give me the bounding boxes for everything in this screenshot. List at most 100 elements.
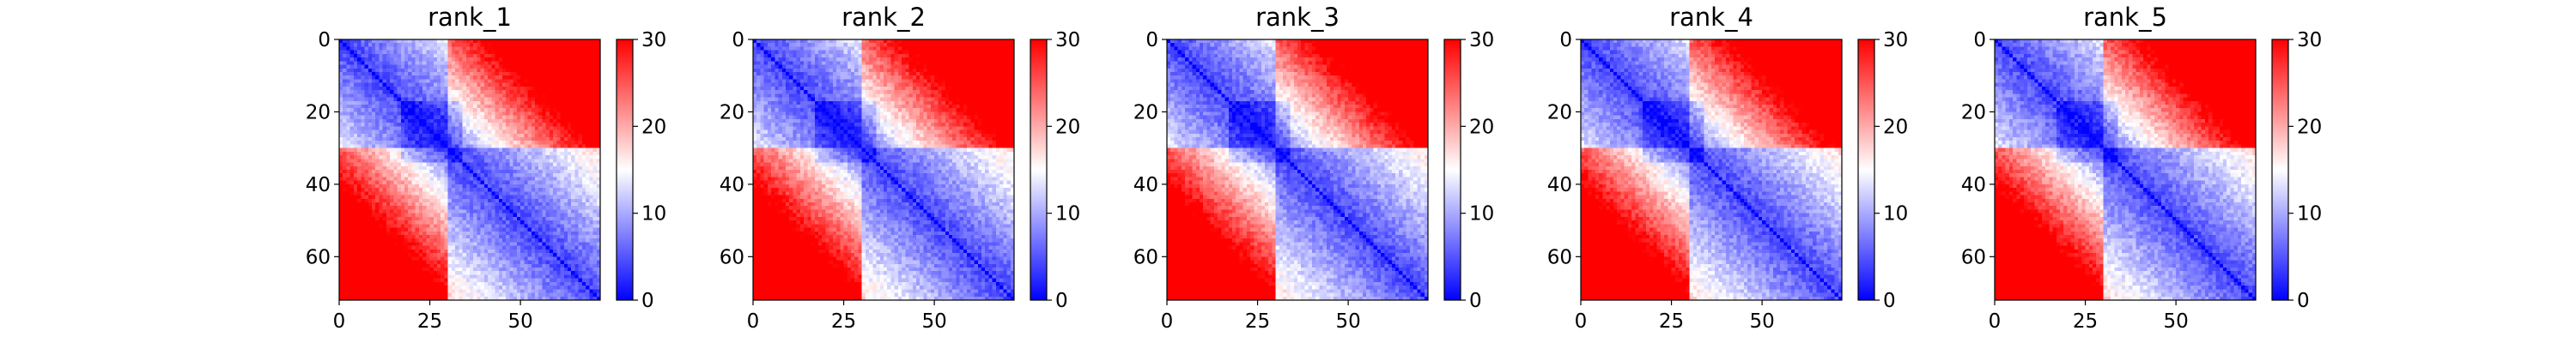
heatmap-cell — [542, 105, 546, 109]
heatmap-cell — [434, 46, 438, 51]
heatmap-cell — [517, 202, 521, 207]
heatmap-cell — [368, 202, 373, 207]
heatmap-cell — [517, 274, 521, 279]
heatmap-cell — [561, 250, 565, 254]
heatmap-cell — [484, 159, 489, 163]
heatmap-cell — [452, 119, 456, 123]
heatmap-cell — [426, 264, 430, 268]
heatmap-cell — [582, 90, 586, 94]
heatmap-cell — [513, 232, 518, 236]
heatmap-cell — [579, 90, 583, 94]
heatmap-cell — [350, 256, 355, 261]
heatmap-cell — [379, 119, 383, 123]
heatmap-cell — [481, 87, 485, 91]
heatmap-cell — [513, 184, 518, 189]
heatmap-cell — [574, 261, 579, 265]
heatmap-cell — [419, 191, 423, 196]
heatmap-cell — [513, 224, 518, 228]
heatmap-cell — [437, 274, 441, 279]
heatmap-cell — [593, 188, 598, 192]
heatmap-cell — [488, 93, 492, 98]
heatmap-cell — [393, 224, 398, 228]
heatmap-cell — [532, 232, 536, 236]
heatmap-cell — [546, 163, 550, 167]
heatmap-cell — [346, 170, 350, 174]
heatmap-cell — [542, 152, 546, 156]
heatmap-cell — [375, 250, 380, 254]
heatmap-cell — [350, 54, 355, 58]
heatmap-cell — [422, 191, 427, 196]
heatmap-cell — [582, 65, 586, 69]
heatmap-cell — [350, 46, 355, 51]
heatmap-cell — [553, 57, 557, 62]
heatmap-cell — [463, 148, 467, 153]
heatmap-cell — [488, 159, 492, 163]
heatmap-cell — [379, 177, 383, 181]
heatmap-cell — [419, 279, 423, 283]
heatmap-cell — [463, 101, 467, 105]
heatmap-cell — [357, 289, 361, 293]
heatmap-cell — [502, 159, 507, 163]
heatmap-cell — [411, 177, 416, 181]
heatmap-cell — [517, 90, 521, 94]
heatmap-cell — [419, 268, 423, 272]
heatmap-cell — [586, 264, 590, 268]
heatmap-cell — [520, 202, 525, 207]
heatmap-cell — [463, 224, 467, 228]
heatmap-cell — [532, 286, 536, 290]
heatmap-cell — [546, 261, 550, 265]
heatmap-cell — [491, 264, 495, 268]
heatmap-cell — [404, 177, 409, 181]
heatmap-cell — [556, 141, 561, 145]
heatmap-cell — [437, 191, 441, 196]
heatmap-cell — [386, 141, 391, 145]
heatmap-cell — [574, 46, 579, 51]
heatmap-cell — [346, 155, 350, 159]
heatmap-cell — [579, 93, 583, 98]
heatmap-cell — [459, 134, 463, 138]
heatmap-cell — [499, 217, 503, 221]
heatmap-cell — [520, 188, 525, 192]
heatmap-cell — [593, 191, 598, 196]
heatmap-cell — [426, 202, 430, 207]
heatmap-cell — [419, 173, 423, 178]
heatmap-cell — [520, 126, 525, 130]
heatmap-cell — [509, 54, 513, 58]
heatmap-cell — [499, 286, 503, 290]
heatmap-cell — [484, 217, 489, 221]
heatmap-cell — [372, 220, 376, 225]
heatmap-cell — [582, 271, 586, 275]
heatmap-cell — [350, 152, 355, 156]
heatmap-cell — [452, 246, 456, 250]
heatmap-cell — [488, 72, 492, 76]
heatmap-cell — [379, 202, 383, 207]
heatmap-cell — [354, 123, 358, 127]
heatmap-cell — [393, 173, 398, 178]
heatmap-cell — [542, 264, 546, 268]
heatmap-cell — [379, 123, 383, 127]
heatmap-cell — [416, 144, 420, 148]
heatmap-cell — [553, 220, 557, 225]
heatmap-cell — [488, 61, 492, 65]
heatmap-cell — [448, 54, 453, 58]
heatmap-cell — [589, 126, 593, 130]
heatmap-cell — [422, 238, 427, 243]
heatmap-cell — [582, 217, 586, 221]
heatmap-cell — [506, 271, 510, 275]
heatmap-cell — [589, 246, 593, 250]
heatmap-cell — [411, 166, 416, 171]
heatmap-cell — [528, 137, 532, 141]
heatmap-cell — [579, 184, 583, 189]
heatmap-cell — [524, 253, 528, 257]
heatmap-cell — [354, 173, 358, 178]
heatmap-cell — [404, 253, 409, 257]
heatmap-cell — [422, 256, 427, 261]
heatmap-cell — [556, 119, 561, 123]
heatmap-cell — [520, 268, 525, 272]
heatmap-cell — [365, 123, 369, 127]
heatmap-cell — [343, 83, 347, 87]
heatmap-cell — [477, 184, 481, 189]
heatmap-cell — [430, 111, 434, 116]
heatmap-cell — [499, 137, 503, 141]
heatmap-cell — [488, 152, 492, 156]
